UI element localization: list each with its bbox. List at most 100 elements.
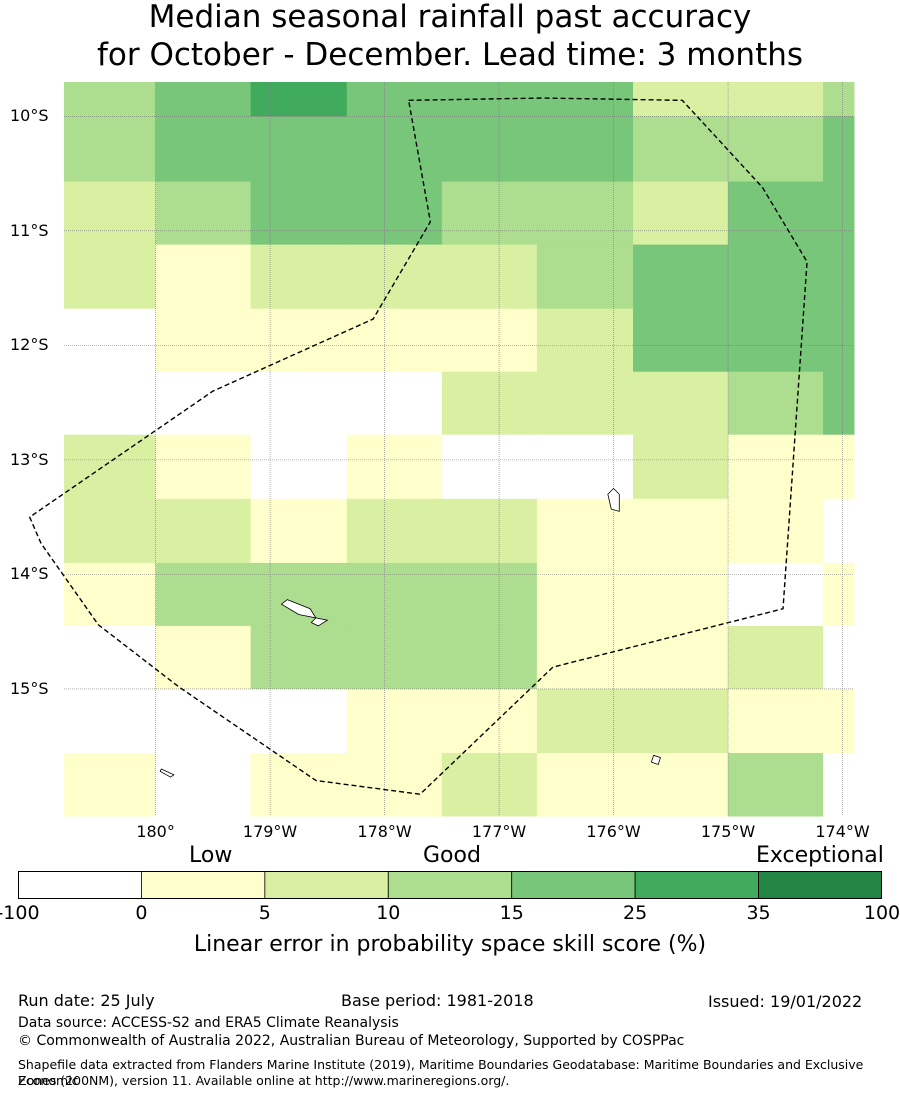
latitude-label: 15°S: [10, 678, 49, 698]
grid-cell: [64, 562, 157, 627]
longitude-label: 175°W: [700, 822, 756, 841]
grid-cell: [536, 434, 634, 500]
grid-cell: [823, 244, 855, 310]
colorbar-label: Linear error in probability space skill …: [193, 932, 707, 957]
grid-cell: [346, 562, 443, 627]
grid-cell: [633, 562, 729, 627]
grid-cell: [250, 688, 348, 754]
grid-cell: [64, 116, 157, 183]
grid-cell: [64, 753, 157, 817]
title-line-2: for October - December. Lead time: 3 mon…: [96, 37, 804, 73]
grid-cell: [346, 181, 443, 246]
grid-cell: [823, 753, 855, 817]
grid-cell: [823, 562, 855, 627]
colorbar-frame: [18, 871, 882, 899]
grid-cell: [155, 82, 252, 117]
colorbar-tick-label: 5: [258, 902, 271, 924]
grid-cell: [155, 116, 252, 183]
grid-cell: [728, 753, 824, 817]
category-exceptional: Exceptional: [756, 843, 884, 868]
longitude-label: 174°W: [815, 822, 870, 841]
grid-cell: [633, 244, 729, 310]
grid-cell: [64, 625, 157, 690]
grid-cell: [346, 688, 443, 754]
grid-cell: [823, 498, 855, 564]
run-date: Run date: 25 July: [18, 991, 155, 1010]
grid-cell: [250, 625, 348, 690]
grid-cell: [441, 116, 538, 183]
grid-cell: [250, 308, 348, 373]
grid-cell: [441, 562, 538, 627]
grid-cell: [728, 244, 824, 310]
grid-cell: [346, 308, 443, 373]
grid-cell: [728, 82, 824, 117]
category-low: Low: [189, 843, 233, 868]
longitude-label: 176°W: [586, 822, 641, 841]
grid-cell: [823, 82, 855, 117]
grid-cell: [250, 116, 348, 183]
copyright: © Commonwealth of Australia 2022, Austra…: [18, 1033, 685, 1049]
longitude-label: 180°: [136, 822, 175, 841]
grid-cell: [346, 434, 443, 500]
grid-cell: [155, 498, 252, 564]
grid-cell: [346, 625, 443, 690]
grid-cell: [346, 244, 443, 310]
grid-cell: [155, 181, 252, 246]
skill-grid: [64, 82, 855, 817]
colorbar-tick-label: 0: [135, 902, 148, 924]
grid-cell: [441, 434, 538, 500]
grid-cell: [441, 181, 538, 246]
colorbar-tick-label: -100: [0, 902, 40, 924]
grid-cell: [250, 371, 348, 436]
grid-cell: [633, 181, 729, 246]
grid-cell: [250, 181, 348, 246]
grid-cell: [536, 181, 634, 246]
title-line-1: Median seasonal rainfall past accuracy: [148, 0, 752, 35]
colorbar-segment: [387, 871, 513, 899]
grid-cell: [728, 308, 824, 373]
latitude-label: 10°S: [10, 106, 49, 126]
grid-cell: [155, 688, 252, 754]
grid-cell: [250, 498, 348, 564]
grid-cell: [64, 244, 157, 310]
grid-cell: [346, 371, 443, 436]
island-outline: [607, 487, 620, 512]
grid-cell: [155, 753, 252, 817]
grid-cell: [728, 562, 824, 627]
grid-cell: [346, 498, 443, 564]
skill-map: [28, 82, 855, 817]
colorbar: [18, 871, 882, 899]
grid-cell: [728, 625, 824, 690]
colorbar-segment: [141, 871, 266, 899]
colorbar-segment: [758, 871, 882, 899]
grid-cell: [441, 688, 538, 754]
grid-cell: [536, 244, 634, 310]
grid-cell: [441, 753, 538, 817]
island-outline: [310, 617, 329, 627]
grid-cell: [346, 753, 443, 817]
grid-cell: [633, 688, 729, 754]
graticule: [64, 82, 854, 816]
coastlines: [159, 487, 662, 778]
grid-cell: [250, 244, 348, 310]
colorbar-tick-label: 35: [746, 902, 771, 924]
grid-cell: [728, 688, 824, 754]
grid-cell: [633, 82, 729, 117]
grid-cell: [823, 371, 855, 436]
grid-cell: [155, 625, 252, 690]
data-source: Data source: ACCESS-S2 and ERA5 Climate …: [18, 1015, 399, 1031]
grid-cell: [536, 753, 634, 817]
grid-cell: [536, 688, 634, 754]
grid-cell: [633, 434, 729, 500]
grid-cell: [728, 371, 824, 436]
grid-cell: [346, 116, 443, 183]
grid-cell: [64, 498, 157, 564]
grid-cell: [250, 82, 348, 117]
colorbar-segment: [511, 871, 636, 899]
colorbar-segment: [634, 871, 759, 899]
grid-cell: [536, 371, 634, 436]
grid-cell: [64, 371, 157, 436]
grid-cell: [536, 116, 634, 183]
longitude-label: 177°W: [471, 822, 527, 841]
grid-cell: [64, 82, 157, 117]
